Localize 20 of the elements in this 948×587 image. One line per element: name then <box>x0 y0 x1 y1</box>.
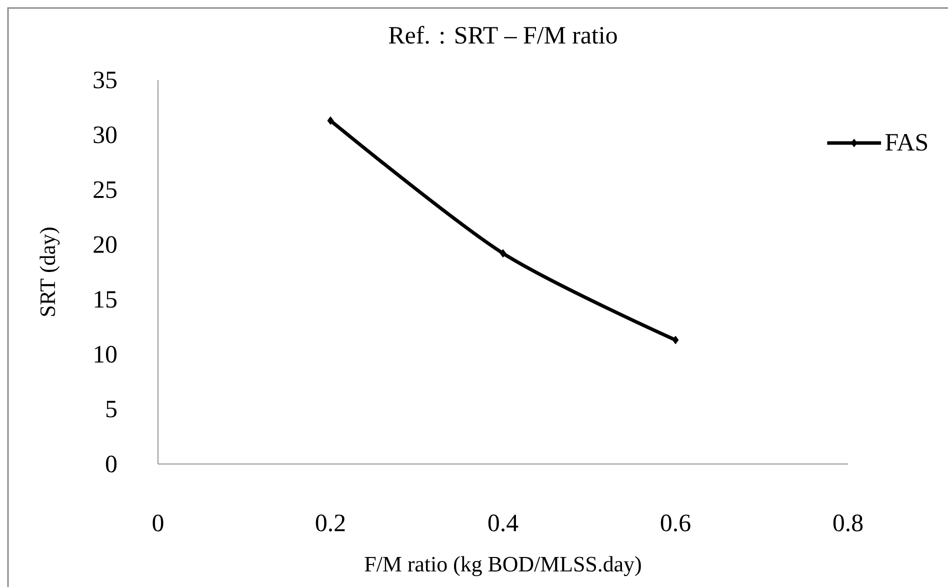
y-tick-label: 25 <box>94 181 117 198</box>
x-tick-label: 0 <box>152 514 164 532</box>
y-tick-label: 15 <box>94 291 117 308</box>
y-tick-label: 5 <box>106 400 117 418</box>
x-tick-label: 0.2 <box>316 514 345 532</box>
y-tick-label: 30 <box>94 126 117 144</box>
point <box>327 116 334 125</box>
y-tick-label: 35 <box>94 72 117 88</box>
chart-title: Ref. : SRT – F/M ratio <box>388 26 617 44</box>
y-tick-label: 0 <box>106 456 117 472</box>
y-tick-label: 20 <box>94 236 117 253</box>
y-tick-label: 10 <box>94 346 117 363</box>
y-axis-title: SRT (day) <box>40 228 60 316</box>
point <box>672 336 679 344</box>
legend-label: FAS <box>885 134 928 151</box>
x-tick-label: 0.6 <box>660 514 690 532</box>
x-axis-title: F/M ratio (kg BOD/MLSS.day) <box>364 556 641 576</box>
x-tick-label: 0.8 <box>833 514 863 532</box>
point <box>500 249 506 258</box>
x-tick-label: 0.4 <box>488 514 518 532</box>
